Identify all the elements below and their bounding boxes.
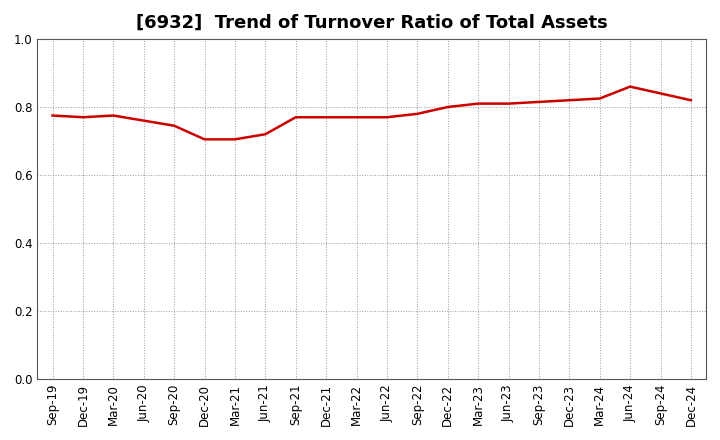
Title: [6932]  Trend of Turnover Ratio of Total Assets: [6932] Trend of Turnover Ratio of Total … xyxy=(136,14,608,32)
